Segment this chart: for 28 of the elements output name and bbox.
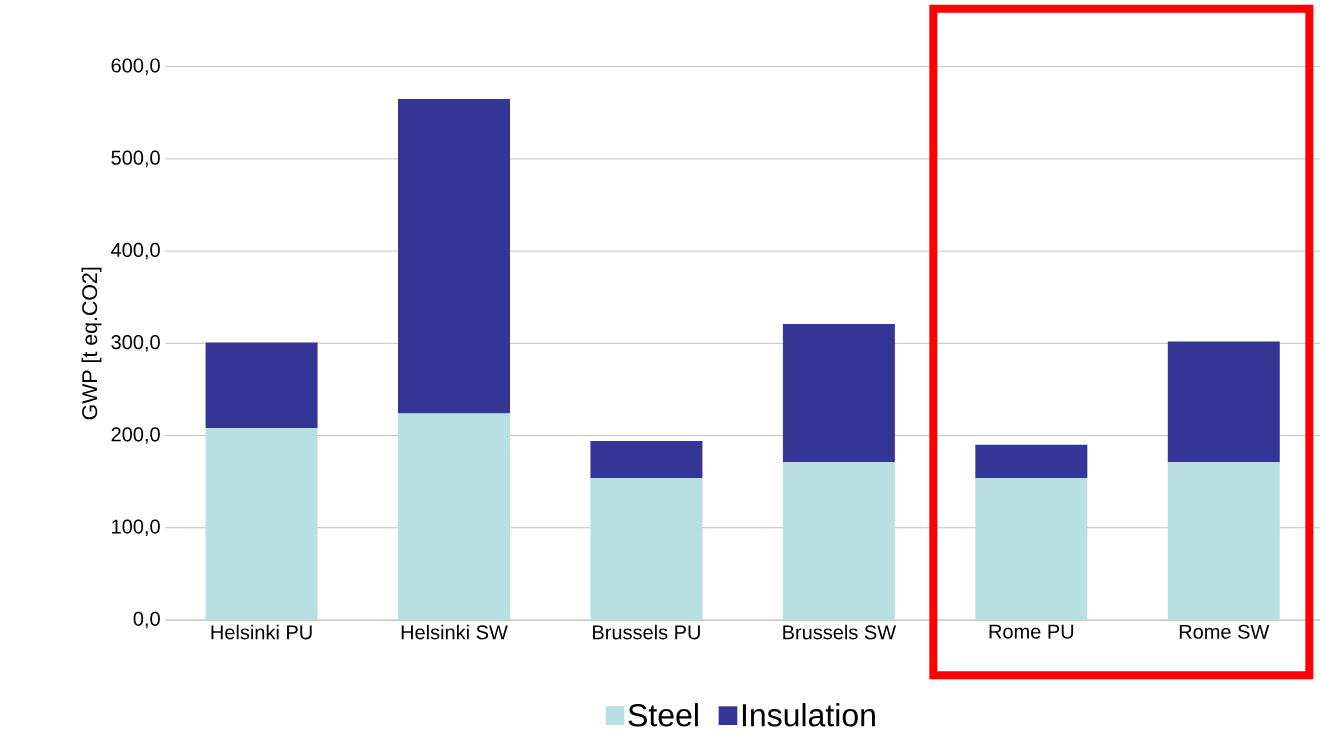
y-tick-label: 500,0 [111,150,160,168]
legend-label: Insulation [742,703,875,727]
legend-label: Steel [628,703,698,727]
y-tick-label: 400,0 [111,242,160,260]
y-axis-title: GWP [t eq.CO2] [81,267,102,420]
x-tick-label: Helsinki PU [211,624,312,640]
bar [590,477,703,620]
bar [398,413,511,620]
bar [782,323,895,463]
bar [205,428,318,620]
bar [1167,341,1280,463]
y-tick-label: 600,0 [111,58,160,75]
x-tick-label: Brussels PU [593,624,700,640]
bar [782,462,895,620]
y-tick-label: 0,0 [133,611,160,629]
bar [975,477,1088,620]
y-tick-label: 100,0 [112,519,160,537]
bar [975,444,1088,478]
x-tick-label: Rome PU [989,624,1074,639]
bar [398,98,511,414]
y-tick-label: 300,0 [111,335,160,352]
bar [1167,462,1280,620]
x-tick-label: Rome SW [1179,624,1270,639]
x-tick-label: Helsinki SW [401,624,508,640]
bar [205,342,318,429]
bar [590,441,703,478]
y-tick-label: 200,0 [111,427,160,444]
x-tick-label: Brussels SW [783,624,897,640]
